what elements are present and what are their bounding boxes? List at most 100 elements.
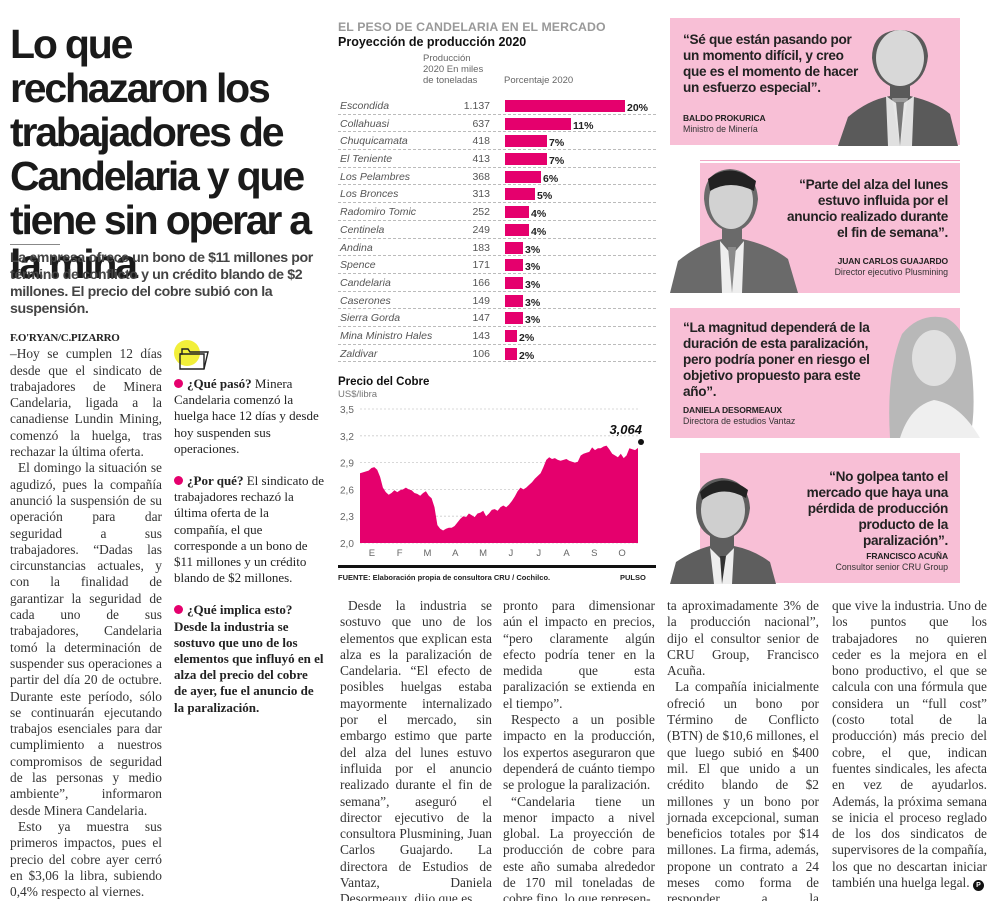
x-tick-label: O: [618, 548, 625, 559]
chart-brand: PULSO: [620, 573, 646, 582]
bar-row: Radomiro Tomic 252 4%: [338, 203, 656, 221]
bar-value-label: 2%: [519, 331, 535, 344]
price-area: [360, 445, 638, 543]
paragraph: El domingo la situación se agudizó, pues…: [10, 460, 162, 818]
production-value: 166: [472, 276, 490, 289]
last-value-marker: [638, 438, 644, 445]
quote-name: BALDO PROKURICA: [683, 113, 766, 123]
bar: [505, 135, 547, 148]
copper-chart-title: Precio del Cobre: [338, 376, 430, 388]
category-label: Mina Ministro Hales: [340, 329, 433, 342]
quote-text: “No golpea tanto el mercado que haya una…: [806, 469, 949, 548]
column-header-production: Producción 2020 En miles de toneladas: [423, 53, 484, 86]
production-value: 171: [472, 259, 490, 272]
y-tick-label: 2,0: [340, 539, 354, 550]
x-tick-label: E: [369, 548, 375, 559]
quote-name: DANIELA DESORMEAUX: [683, 405, 782, 415]
article-column-3: Desde la industria se sostuvo que uno de…: [340, 598, 492, 901]
end-mark-icon: P: [972, 880, 984, 892]
production-value: 143: [472, 329, 490, 342]
production-value: 149: [472, 294, 490, 307]
bar-row: Candelaria 166 3%: [338, 274, 656, 292]
bar-value-label: 3%: [525, 261, 541, 274]
bar-value-label: 3%: [525, 278, 541, 291]
bar-row: Andina 183 3%: [338, 239, 656, 257]
byline: F.O'RYAN/C.PIZARRO: [10, 332, 120, 344]
paragraph: que vive la industria. Uno de los puntos…: [832, 598, 987, 892]
bar-row: Los Pelambres 368 6%: [338, 168, 656, 186]
category-label: Andina: [340, 241, 373, 254]
category-label: Caserones: [340, 294, 391, 307]
paragraph: Desde la industria se sostuvo que uno de…: [340, 598, 492, 901]
x-tick-label: J: [509, 548, 514, 559]
bar-row: Zaldivar 106 2%: [338, 345, 656, 363]
bullet-dot: [174, 476, 183, 486]
bar-row: Spence 171 3%: [338, 256, 656, 274]
bar-row: Mina Ministro Hales 143 2%: [338, 327, 656, 345]
quote-role: Directora de estudios Vantaz: [683, 416, 796, 426]
bar-value-label: 20%: [627, 102, 649, 114]
category-label: Candelaria: [340, 276, 391, 289]
y-tick-label: 3,2: [340, 432, 354, 443]
bar-value-label: 3%: [525, 296, 541, 309]
bar-row: Chuquicamata 418 7%: [338, 132, 656, 151]
folder-icon: [174, 340, 214, 372]
quote-text: “La magnitud dependerá de la duración de…: [683, 320, 870, 399]
bar-row: Collahuasi 637 11%: [338, 115, 656, 133]
bar-row: Caserones 149 3%: [338, 292, 656, 310]
quote-role: Director ejecutivo Plusmining: [834, 267, 948, 277]
category-label: Los Pelambres: [340, 170, 411, 183]
sidebar-item: ¿Qué implica esto? Desde la industria se…: [174, 602, 324, 715]
quote-name: JUAN CARLOS GUAJARDO: [837, 256, 949, 266]
bar-value-label: 4%: [531, 225, 547, 238]
bar: [505, 347, 517, 360]
bar: [505, 100, 625, 112]
chart-source: FUENTE: Elaboración propia de consultora…: [338, 573, 551, 582]
bar-row: Escondida 1.137 20%: [338, 97, 656, 115]
chart-kicker: EL PESO DE CANDELARIA EN EL MERCADO: [338, 20, 606, 34]
explainer-sidebar: ¿Qué pasó? Minera Candelaria comenzó la …: [174, 340, 324, 732]
paragraph: pronto para dimensionar aún el impacto e…: [503, 598, 655, 711]
bar-value-label: 6%: [543, 172, 559, 185]
bar-value-label: 7%: [549, 155, 565, 168]
paragraph: La compañía inicialmente ofreció un bono…: [667, 679, 819, 901]
x-tick-label: S: [591, 548, 597, 559]
bar: [505, 206, 529, 219]
bar: [505, 294, 523, 307]
bar: [505, 170, 541, 183]
production-value: 413: [472, 153, 490, 166]
x-tick-label: A: [563, 548, 570, 559]
bar-value-label: 4%: [531, 208, 547, 221]
x-tick-label: M: [424, 548, 432, 559]
category-label: Centinela: [340, 223, 385, 236]
copper-price-chart: 3,5 3,2 2,9 2,6 2,3 2,0 3,064 E F M A M J J A S O: [340, 405, 644, 559]
bar: [505, 312, 523, 325]
bar-row: Los Bronces 313 5%: [338, 185, 656, 204]
category-label: Radomiro Tomic: [340, 206, 417, 219]
bar: [505, 153, 547, 166]
deck: La empresa ofrece un bono de $11 millone…: [10, 250, 313, 317]
quote-role: Consultor senior CRU Group: [835, 562, 948, 572]
bar: [505, 117, 571, 130]
category-label: Escondida: [340, 100, 390, 112]
quote-role: Ministro de Minería: [683, 124, 758, 134]
paragraph: –Hoy se cumplen 12 días desde que el sin…: [10, 346, 162, 460]
production-value: 368: [472, 170, 490, 183]
production-value: 106: [472, 347, 490, 360]
article-column-5: ta aproximadamente 3% de la producción n…: [667, 598, 819, 901]
production-value: 183: [472, 241, 490, 254]
chart-footer-rule: [338, 565, 656, 568]
category-label: Chuquicamata: [340, 135, 408, 148]
portrait-photo: [889, 316, 980, 438]
last-value-label: 3,064: [609, 422, 642, 437]
headline-rule: [10, 244, 60, 245]
bar-value-label: 7%: [549, 137, 565, 150]
paragraph: Esto ya muestra sus primeros impactos, p…: [10, 818, 162, 900]
production-value: 637: [472, 117, 490, 130]
category-label: Zaldivar: [340, 347, 378, 360]
headline: Lo que rechazaron los trabajadores de Ca…: [10, 21, 312, 287]
paragraph: Respecto a un posible impacto en la prod…: [503, 712, 655, 793]
quote-name: FRANCISCO ACUÑA: [866, 551, 948, 561]
bar-value-label: 5%: [537, 190, 553, 203]
bullet-dot: [174, 605, 183, 615]
